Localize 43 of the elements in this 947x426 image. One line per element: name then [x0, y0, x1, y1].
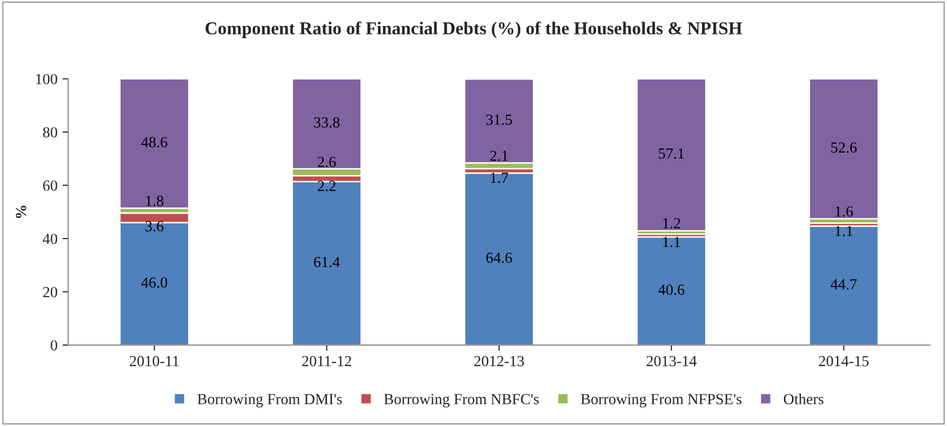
y-tick-label: 40	[42, 234, 58, 244]
data-label: 2.6	[318, 156, 336, 168]
x-tick-label: 2010-11	[130, 356, 179, 366]
bar	[808, 225, 879, 346]
data-label: 1.8	[146, 196, 164, 206]
bar	[464, 172, 534, 346]
y-tick-label: 20	[43, 286, 58, 298]
data-label: 40.6	[658, 284, 684, 295]
data-label: 1.6	[836, 206, 853, 217]
data-label: 2.2	[318, 180, 336, 192]
data-label: 1.2	[663, 218, 680, 228]
y-tick-label: 60	[43, 180, 58, 191]
data-label: 46.0	[141, 277, 168, 288]
bar	[292, 180, 362, 346]
legend-label: Borrowing From DMI's	[198, 394, 342, 408]
legend-label: Borrowing From NBFC's	[384, 394, 539, 408]
chart-title: Component Ratio of Financial Debts (%) of the Households & NPISH	[206, 22, 742, 38]
data-label: 52.6	[831, 142, 857, 153]
data-label: 3.6	[146, 221, 164, 232]
y-tick-label: 80	[43, 127, 58, 138]
data-label: 1.1	[663, 236, 680, 248]
y-axis-title: %	[16, 206, 26, 218]
data-label: 33.8	[314, 117, 340, 128]
data-label: 64.6	[486, 252, 512, 263]
data-label: 44.7	[830, 279, 857, 290]
bar	[808, 78, 879, 220]
x-tick-label: 2012-13	[474, 356, 524, 366]
data-label: 57.1	[658, 148, 684, 159]
y-tick-label: 100	[36, 74, 58, 84]
x-tick-label: 2013-14	[646, 356, 697, 366]
bar	[636, 236, 707, 346]
x-tick-label: 2014-15	[818, 356, 869, 366]
legend-label: Others	[784, 394, 824, 404]
data-label: 1.7	[490, 172, 508, 183]
y-tick-label: 0	[50, 340, 58, 351]
data-label: 2.1	[490, 150, 508, 162]
data-label: 1.1	[836, 226, 852, 236]
data-label: 48.6	[141, 137, 168, 148]
data-label: 61.4	[314, 256, 340, 268]
data-label: 31.5	[486, 114, 512, 125]
x-tick-label: 2011-12	[302, 356, 352, 366]
bar	[636, 78, 707, 232]
legend-label: Borrowing From NFPSE's	[580, 394, 742, 408]
